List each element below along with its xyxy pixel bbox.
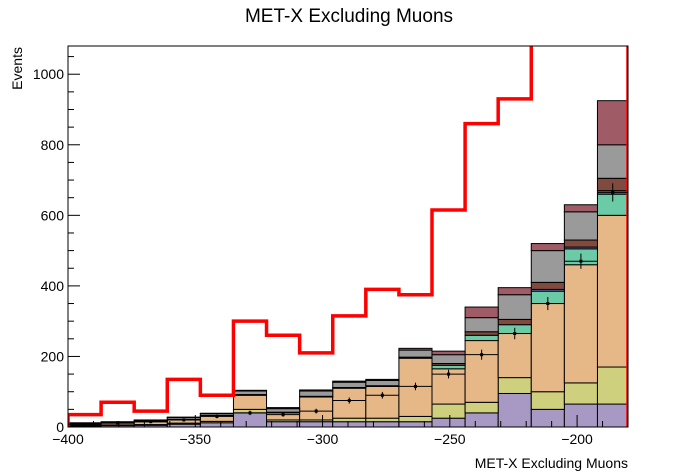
x-tick-label-3: −250 <box>434 431 466 447</box>
signal-histogram <box>68 46 628 427</box>
stack-bar-6-13 <box>497 294 532 320</box>
stack-bar-1-10 <box>398 415 433 423</box>
stack-bar-0-9 <box>365 421 400 427</box>
stack-bar-1-12 <box>464 401 499 414</box>
data-point-0 <box>83 422 87 426</box>
x-tick-label-0: −400 <box>52 431 84 447</box>
stack-bar-0-10 <box>398 421 433 427</box>
stack-bar-7-8 <box>332 380 367 383</box>
stack-bar-7-15 <box>563 204 598 213</box>
stack-bar-1-14 <box>530 391 565 410</box>
stack-bar-7-6 <box>266 407 301 410</box>
stack-bar-6-10 <box>398 349 433 358</box>
y-tick-label-3: 600 <box>41 207 65 223</box>
stack-bar-7-12 <box>464 306 499 319</box>
stack-bar-0-12 <box>464 412 499 427</box>
data-point-16 <box>611 190 615 194</box>
stack-bar-2-15 <box>563 264 598 384</box>
signal-line <box>68 46 628 427</box>
stack-bar-0-7 <box>299 421 334 427</box>
stack-bar-6-8 <box>332 381 367 388</box>
stack-bar-2-9 <box>365 385 400 419</box>
stack-bar-0-14 <box>530 408 565 427</box>
stack-bar-7-9 <box>365 378 400 381</box>
y-tick-label-4: 800 <box>41 137 65 153</box>
stack-bar-1-16 <box>596 366 628 405</box>
x-tick-label-2: −300 <box>307 431 339 447</box>
y-tick-label-0: 0 <box>56 419 64 435</box>
data-point-12 <box>480 353 484 357</box>
y-tick-label-5: 1000 <box>33 66 64 82</box>
stack-bar-5-12 <box>464 331 499 336</box>
stack-bar-0-4 <box>199 422 234 427</box>
data-point-1 <box>116 421 120 425</box>
stack-bar-7-5 <box>232 389 268 392</box>
data-point-5 <box>248 411 252 415</box>
stack-bar-2-7 <box>299 396 334 421</box>
data-point-7 <box>314 409 318 413</box>
stack-bar-5-15 <box>563 239 598 248</box>
stack-bar-6-14 <box>530 250 565 283</box>
data-point-11 <box>447 372 451 376</box>
stack-bar-2-5 <box>232 394 268 410</box>
stack-bar-1-15 <box>563 382 598 405</box>
data-point-2 <box>149 420 153 424</box>
data-point-15 <box>579 259 583 263</box>
data-point-8 <box>347 399 351 403</box>
stack-bar-2-14 <box>530 303 565 393</box>
stack-bar-6-7 <box>299 390 334 397</box>
stack-bar-0-11 <box>431 417 466 427</box>
data-point-14 <box>546 302 550 306</box>
chart-title: MET-X Excluding Muons <box>245 6 453 27</box>
y-axis-label: Events <box>9 47 25 90</box>
stack-bar-7-10 <box>398 347 433 351</box>
data-point-3 <box>182 418 186 422</box>
x-tick-label-4: −200 <box>561 431 593 447</box>
stack-bar-3-12 <box>464 334 499 342</box>
stack-bar-6-9 <box>365 379 400 387</box>
y-tick-label-1: 200 <box>41 348 65 364</box>
stack-bar-7-7 <box>299 389 334 392</box>
data-point-4 <box>215 414 219 418</box>
data-point-9 <box>380 393 384 397</box>
stack-bar-0-15 <box>563 403 598 427</box>
stack-bar-7-11 <box>431 350 466 356</box>
stack-bar-5-13 <box>497 318 532 326</box>
stack-bar-0-8 <box>332 421 367 427</box>
stack-bar-6-11 <box>431 354 466 364</box>
data-point-13 <box>513 332 517 336</box>
stack-bar-6-12 <box>464 317 499 333</box>
stack-bar-3-11 <box>431 364 466 370</box>
stack-bar-6-5 <box>232 390 268 396</box>
stack-bar-1-13 <box>497 377 532 394</box>
stack-bar-7-16 <box>596 100 628 146</box>
stack-bar-6-6 <box>266 408 301 413</box>
x-tick-label-1: −350 <box>179 431 211 447</box>
stack-bar-1-8 <box>332 417 367 423</box>
stack-bar-1-11 <box>431 403 466 419</box>
axis-ticks: −400 −350 −300 −250 −200 0 200 400 600 800 1000 <box>33 56 629 447</box>
stack-bar-6-16 <box>596 144 628 179</box>
data-point-10 <box>413 384 417 388</box>
stack-bar-1-9 <box>365 417 400 423</box>
y-tick-label-2: 400 <box>41 278 65 294</box>
stack-bar-5-14 <box>530 281 565 290</box>
stack-bar-6-15 <box>563 211 598 241</box>
stack-bar-0-16 <box>596 403 628 427</box>
stack-bar-7-13 <box>497 287 532 296</box>
stack-bar-2-16 <box>596 214 628 368</box>
data-points <box>68 183 628 426</box>
stack-bar-7-14 <box>530 243 565 252</box>
data-point-6 <box>281 413 285 417</box>
stacked-bars <box>68 100 628 427</box>
stack-bar-2-13 <box>497 333 532 379</box>
x-axis-label: MET-X Excluding Muons <box>475 455 628 471</box>
